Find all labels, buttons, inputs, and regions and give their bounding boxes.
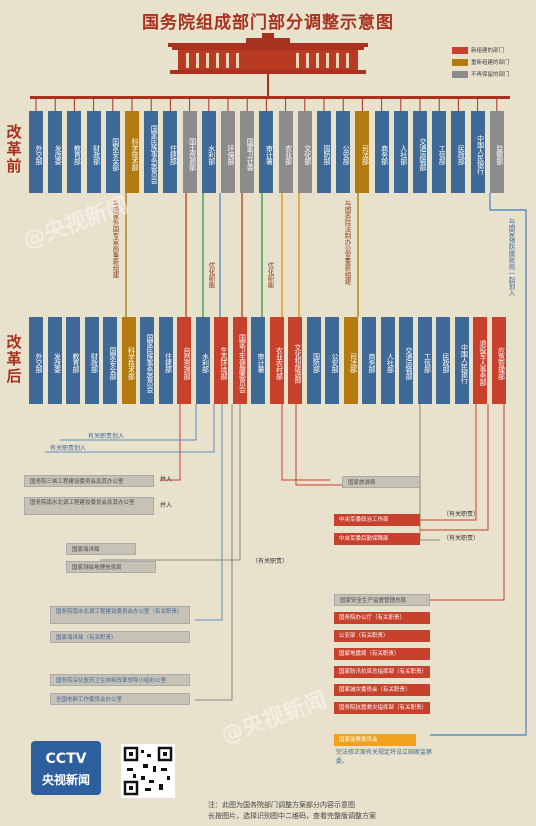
before-dept: 外交部	[29, 111, 43, 193]
emergency-source-box: 国家地震局（有关职责）	[334, 648, 430, 660]
note-optimize-1: 优化职能	[207, 262, 215, 288]
legend-swatch-new	[452, 46, 468, 54]
legend-swatch-rebuilt	[452, 58, 468, 66]
legend-swatch-removed	[452, 70, 468, 78]
supervision-note: 完法修正案有关规定将设立国家监察委。	[336, 749, 433, 765]
before-dept: 国家安全部	[105, 111, 120, 193]
box-ocean-rel: 国家海洋局（有关职责）	[50, 631, 190, 643]
legend-new: 新组建的部门	[452, 46, 504, 54]
before-dept: 国家民族事务委员会	[144, 111, 159, 193]
before-dept: 交通运输部	[413, 111, 427, 193]
before-dept: 公安部	[336, 111, 351, 193]
after-dept: 商务部	[362, 317, 376, 404]
before-dept: 国家卫计委	[240, 111, 255, 193]
emergency-source-box: 国家减灾委员会（有关职责）	[334, 684, 430, 696]
box-south-north-rel: 国务院南水北调工程建设委员会办公室（有关职责）	[50, 606, 190, 624]
label-rel-2: 有关职责划入	[50, 445, 87, 452]
after-dept: 司法部	[343, 317, 358, 404]
box-tourism: 国家旅游局	[342, 476, 420, 488]
label-merge-1: 并入	[160, 476, 173, 483]
before-dept: 住建部	[163, 111, 178, 193]
after-dept: 民政部	[436, 317, 450, 404]
note-justice-rebuild: 与国务院法制办公室重新组建	[343, 200, 351, 285]
after-dept: 国家卫生健康委员会	[232, 317, 247, 404]
before-dept: 科学技术部	[125, 111, 139, 193]
box-safety: 国家安全生产监督管理总局	[334, 594, 430, 606]
box-three-gorges: 国务院三峡工程建设委员会及其办公室	[24, 475, 154, 487]
after-dept: 发改委	[47, 317, 62, 404]
box-survey: 国家测绘地理信息局	[66, 561, 156, 573]
after-dept: 退役军人事务部	[473, 317, 487, 404]
box-supervision-commission: 国家监察委员会	[334, 734, 416, 746]
after-dept: 应急管理部	[491, 317, 506, 404]
page-title: 国务院组成部门部分调整示意图	[142, 13, 394, 33]
before-dept: 国土资源部	[182, 111, 197, 193]
before-dept: 教育部	[67, 111, 82, 193]
after-dept: 审计署	[251, 317, 265, 404]
box-aging: 全国老龄工作委员会办公室	[50, 693, 190, 705]
box-medical-reform: 国务院深化医药卫生体制改革领导小组办公室	[50, 674, 190, 686]
box-mil-political: 中央军委政治工作部	[334, 514, 420, 526]
after-dept: 国防部	[306, 317, 321, 404]
after-dept: 水利部	[195, 317, 210, 404]
note-supervision: 与国家预防腐败局一起划入	[507, 218, 515, 296]
era-before-label: 改革前	[6, 123, 22, 175]
after-dept: 文化和旅游部	[288, 317, 302, 404]
before-dept: 水利部	[201, 111, 216, 193]
emergency-source-box: 国务院抗震救灾指挥部（有关职责）	[334, 702, 430, 714]
before-dept: 农业部	[278, 111, 293, 193]
label-mil-note-1: （有关职责）	[443, 511, 480, 518]
before-dept: 人社部	[393, 111, 408, 193]
after-dept: 财政部	[84, 317, 99, 404]
note-sci-rebuild: 与国家外国专家局重新组建	[111, 200, 119, 278]
label-mil-note-2: （有关职责）	[443, 535, 480, 542]
after-dept: 人社部	[380, 317, 395, 404]
before-dept: 中国人民银行	[470, 111, 485, 193]
state-council-building-icon	[30, 33, 510, 99]
before-dept: 文化部	[297, 111, 312, 193]
after-dept: 住建部	[158, 317, 173, 404]
qr-code-icon[interactable]	[121, 744, 175, 798]
before-dept: 审计署	[259, 111, 274, 193]
before-dept: 国防部	[317, 111, 331, 193]
box-ocean: 国家海洋局	[66, 543, 136, 555]
label-rel-1: 有关职责划入	[88, 433, 125, 440]
after-dept: 国家民族事务委员会	[140, 317, 154, 404]
after-dept: 交通运输部	[399, 317, 413, 404]
after-dept: 农业农村部	[269, 317, 284, 404]
cctv-logo: CCTV 央视新闻	[31, 741, 101, 795]
label-rel-3: （有关职责）	[252, 558, 289, 565]
after-dept: 中国人民银行	[454, 317, 469, 404]
after-dept: 工信部	[417, 317, 432, 404]
legend-rebuilt: 重新组建的部门	[452, 58, 510, 66]
footnote: 注：此图为国务院部门调整方案部分内容示意图 长按图片，选择识别图中二维码，查看完…	[208, 801, 376, 820]
after-dept: 科学技术部	[121, 317, 136, 404]
before-dept: 发改委	[48, 111, 63, 193]
after-dept: 自然资源部	[177, 317, 191, 404]
after-dept: 生态环境部	[214, 317, 228, 404]
building-columns	[186, 53, 349, 68]
before-dept: 监察部	[489, 111, 504, 193]
before-dept: 财政部	[86, 111, 101, 193]
box-south-north: 国务院南水北调工程建设委员会及其办公室	[24, 497, 154, 515]
emergency-source-box: 国家防汛抗旱总指挥部（有关职责）	[334, 666, 430, 678]
legend-removed: 不再保留的部门	[452, 70, 510, 78]
note-optimize-2: 优化职能	[266, 262, 274, 288]
era-after-label: 改革后	[6, 333, 22, 385]
emergency-source-box: 国务院办公厅（有关职责）	[334, 612, 430, 624]
before-dept: 环保部	[221, 111, 235, 193]
before-dept: 民政部	[451, 111, 466, 193]
qr-pattern	[123, 746, 173, 796]
box-mil-logistics: 中央军委后勤保障部	[334, 533, 420, 545]
before-dept: 工信部	[432, 111, 447, 193]
after-dept: 公安部	[325, 317, 339, 404]
before-dept: 司法部	[355, 111, 370, 193]
label-merge-2: 并入	[160, 502, 173, 509]
before-dept: 商务部	[374, 111, 389, 193]
after-dept: 国家安全部	[103, 317, 117, 404]
emergency-source-box: 公安部（有关职责）	[334, 630, 430, 642]
after-dept: 教育部	[66, 317, 80, 404]
after-dept: 外交部	[29, 317, 43, 404]
